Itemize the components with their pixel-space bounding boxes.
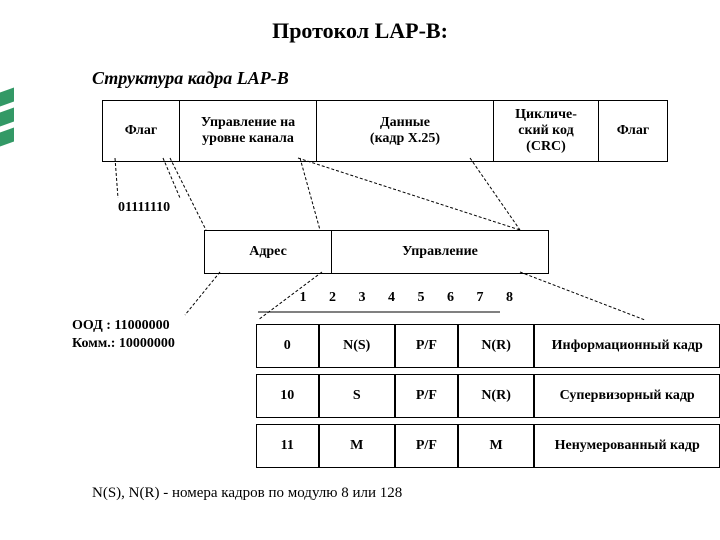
cell-flag: Флаг [103, 101, 180, 162]
c0d: N(R) [458, 324, 535, 368]
accent-squares [0, 90, 10, 150]
bit-7: 7 [467, 290, 493, 306]
bit-4: 4 [379, 290, 405, 306]
page-title: Протокол LAP-B: [0, 18, 720, 44]
frame-structure-table: Флаг Управление на уровне канала Данные(… [102, 100, 668, 162]
cell-control: Управление [332, 231, 549, 274]
c1b: S [319, 374, 395, 418]
c0c: P/F [395, 324, 458, 368]
c2e: Ненумерованный кадр [534, 424, 720, 468]
c0b: N(S) [319, 324, 395, 368]
c0a: 0 [256, 324, 319, 368]
row-supervisory: 10 S P/F N(R) Супервизорный кадр [256, 374, 720, 418]
bit-5: 5 [408, 290, 434, 306]
bit-8: 8 [497, 290, 523, 306]
bit-6: 6 [438, 290, 464, 306]
c1c: P/F [395, 374, 458, 418]
cell-address: Адрес [205, 231, 332, 274]
row-unnumbered: 11 M P/F M Ненумерованный кадр [256, 424, 720, 468]
c1d: N(R) [458, 374, 535, 418]
row-info: 0 N(S) P/F N(R) Информационный кадр [256, 324, 720, 368]
cell-crc: Цикличе-ский код (CRC) [494, 101, 599, 162]
address-values: ООД : 11000000 Комм.: 10000000 [72, 317, 175, 352]
c2c: P/F [395, 424, 458, 468]
subtitle: Структура кадра LAP-B [92, 68, 289, 89]
c1e: Супервизорный кадр [534, 374, 720, 418]
c1a: 10 [256, 374, 319, 418]
c2d: M [458, 424, 535, 468]
c2a: 11 [256, 424, 319, 468]
bit-numbers: 1 2 3 4 5 6 7 8 [290, 290, 523, 306]
link-control-subtable: Адрес Управление [204, 230, 549, 274]
footnote: N(S), N(R) - номера кадров по модулю 8 и… [92, 485, 402, 502]
cell-linkctrl: Управление на уровне канала [180, 101, 317, 162]
bit-3: 3 [349, 290, 375, 306]
cell-flag2: Флаг [599, 101, 668, 162]
c0e: Информационный кадр [534, 324, 720, 368]
bit-2: 2 [320, 290, 346, 306]
ood-line2: Комм.: 10000000 [72, 335, 175, 353]
cell-data: Данные(кадр X.25) [317, 101, 494, 162]
c2b: M [319, 424, 395, 468]
ood-line1: ООД : 11000000 [72, 317, 175, 335]
flag-bits-label: 01111110 [118, 200, 170, 216]
control-types-table: 0 N(S) P/F N(R) Информационный кадр 10 S… [256, 318, 720, 474]
bit-1: 1 [290, 290, 316, 306]
